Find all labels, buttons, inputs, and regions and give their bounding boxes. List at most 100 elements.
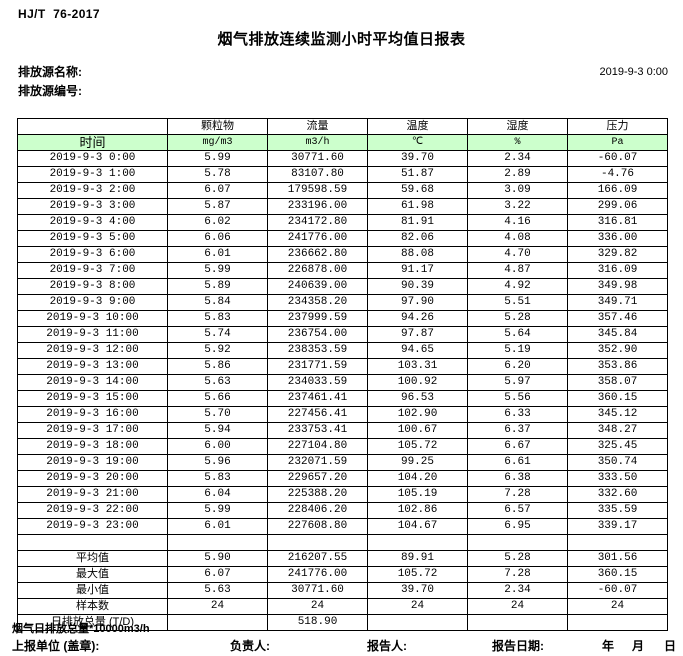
summary-cell-pm: 5.90 bbox=[167, 550, 268, 567]
spacer-cell bbox=[267, 534, 368, 551]
cell-humid: 4.87 bbox=[467, 262, 568, 279]
footer-note: 烟气日排放总量*10000m3/h bbox=[12, 623, 150, 635]
cell-press: 360.15 bbox=[567, 390, 668, 407]
cell-pm: 6.06 bbox=[167, 230, 268, 247]
standard-code: HJ/T 76-2017 bbox=[18, 7, 100, 21]
table-row: 2019-9-3 0:00 5.99 30771.60 39.70 2.34 -60.07 bbox=[17, 150, 668, 167]
cell-temp: 104.20 bbox=[367, 470, 468, 487]
table-row: 2019-9-3 4:00 6.02 234172.80 81.91 4.16 316.8… bbox=[17, 214, 668, 231]
cell-temp: 94.26 bbox=[367, 310, 468, 327]
summary-cell-press bbox=[567, 614, 668, 631]
cell-humid: 2.34 bbox=[467, 150, 568, 167]
cell-temp: 61.98 bbox=[367, 198, 468, 215]
summary-label: 平均值 bbox=[17, 550, 168, 567]
cell-time: 2019-9-3 9:00 bbox=[17, 294, 168, 311]
summary-cell-flow: 241776.00 bbox=[267, 566, 368, 583]
header-humidity: 湿度 bbox=[467, 118, 568, 135]
cell-flow: 231771.59 bbox=[267, 358, 368, 375]
unit-header-row: 时间 mg/m3 m3/h ℃ % Pa bbox=[17, 134, 668, 151]
cell-humid: 5.19 bbox=[467, 342, 568, 359]
cell-flow: 227456.41 bbox=[267, 406, 368, 423]
header-flow: 流量 bbox=[267, 118, 368, 135]
cell-time: 2019-9-3 14:00 bbox=[17, 374, 168, 391]
cell-press: 335.59 bbox=[567, 502, 668, 519]
cell-flow: 234172.80 bbox=[267, 214, 368, 231]
table-row: 2019-9-3 10:00 5.83 237999.59 94.26 5.28 357.… bbox=[17, 310, 668, 327]
table-row: 2019-9-3 12:00 5.92 238353.59 94.65 5.19 352.… bbox=[17, 342, 668, 359]
cell-pm: 5.86 bbox=[167, 358, 268, 375]
header-particulate: 颗粒物 bbox=[167, 118, 268, 135]
cell-temp: 91.17 bbox=[367, 262, 468, 279]
cell-flow: 179598.59 bbox=[267, 182, 368, 199]
cell-humid: 5.56 bbox=[467, 390, 568, 407]
summary-cell-pm: 6.07 bbox=[167, 566, 268, 583]
summary-cell-press: -60.07 bbox=[567, 582, 668, 599]
cell-flow: 229657.20 bbox=[267, 470, 368, 487]
cell-time: 2019-9-3 13:00 bbox=[17, 358, 168, 375]
summary-cell-flow: 216207.55 bbox=[267, 550, 368, 567]
footer-year-label: 年 bbox=[602, 639, 615, 653]
cell-pm: 6.07 bbox=[167, 182, 268, 199]
table-header: 颗粒物 流量 温度 湿度 压力 时间 mg/m3 m3/h ℃ % Pa bbox=[17, 118, 668, 151]
cell-temp: 97.87 bbox=[367, 326, 468, 343]
cell-time: 2019-9-3 6:00 bbox=[17, 246, 168, 263]
footer-head-label: 负责人: bbox=[230, 639, 270, 653]
summary-cell-temp bbox=[367, 614, 468, 631]
footer-day-label: 日 bbox=[664, 639, 677, 653]
unit-particulate: mg/m3 bbox=[167, 134, 268, 151]
cell-temp: 81.91 bbox=[367, 214, 468, 231]
cell-temp: 104.67 bbox=[367, 518, 468, 535]
summary-cell-humid: 7.28 bbox=[467, 566, 568, 583]
table-body: 2019-9-3 0:00 5.99 30771.60 39.70 2.34 -60.07… bbox=[17, 150, 668, 631]
cell-humid: 5.51 bbox=[467, 294, 568, 311]
cell-pm: 5.99 bbox=[167, 502, 268, 519]
cell-pm: 6.01 bbox=[167, 246, 268, 263]
cell-pm: 5.99 bbox=[167, 150, 268, 167]
table-row: 2019-9-3 7:00 5.99 226878.00 91.17 4.87 316.0… bbox=[17, 262, 668, 279]
cell-humid: 4.16 bbox=[467, 214, 568, 231]
cell-press: 332.60 bbox=[567, 486, 668, 503]
cell-pm: 5.92 bbox=[167, 342, 268, 359]
summary-cell-press: 301.56 bbox=[567, 550, 668, 567]
cell-time: 2019-9-3 2:00 bbox=[17, 182, 168, 199]
summary-cell-temp: 105.72 bbox=[367, 566, 468, 583]
cell-time: 2019-9-3 22:00 bbox=[17, 502, 168, 519]
table-row: 2019-9-3 13:00 5.86 231771.59 103.31 6.20 353… bbox=[17, 358, 668, 375]
summary-label: 日排放总量 (T/D) bbox=[17, 614, 168, 631]
cell-press: 339.17 bbox=[567, 518, 668, 535]
report-table: 颗粒物 流量 温度 湿度 压力 时间 mg/m3 m3/h ℃ % Pa 201… bbox=[17, 118, 668, 631]
cell-humid: 6.57 bbox=[467, 502, 568, 519]
summary-cell-pm: 24 bbox=[167, 598, 268, 615]
summary-cell-press: 360.15 bbox=[567, 566, 668, 583]
summary-cell-flow: 30771.60 bbox=[267, 582, 368, 599]
cell-time: 2019-9-3 3:00 bbox=[17, 198, 168, 215]
cell-time: 2019-9-3 12:00 bbox=[17, 342, 168, 359]
cell-flow: 83107.80 bbox=[267, 166, 368, 183]
summary-row: 样本数 24 24 24 24 24 bbox=[17, 598, 668, 615]
cell-humid: 6.95 bbox=[467, 518, 568, 535]
cell-temp: 51.87 bbox=[367, 166, 468, 183]
summary-row: 最大值 6.07 241776.00 105.72 7.28 360.15 bbox=[17, 566, 668, 583]
cell-press: 345.84 bbox=[567, 326, 668, 343]
param-header-row: 颗粒物 流量 温度 湿度 压力 bbox=[17, 118, 668, 135]
cell-pm: 5.70 bbox=[167, 406, 268, 423]
cell-time: 2019-9-3 10:00 bbox=[17, 310, 168, 327]
cell-pm: 6.00 bbox=[167, 438, 268, 455]
cell-time: 2019-9-3 17:00 bbox=[17, 422, 168, 439]
cell-time: 2019-9-3 1:00 bbox=[17, 166, 168, 183]
table-row: 2019-9-3 9:00 5.84 234358.20 97.90 5.51 349.7… bbox=[17, 294, 668, 311]
summary-label: 最大值 bbox=[17, 566, 168, 583]
summary-cell-flow: 518.90 bbox=[267, 614, 368, 631]
cell-flow: 232071.59 bbox=[267, 454, 368, 471]
cell-humid: 6.37 bbox=[467, 422, 568, 439]
unit-humidity: % bbox=[467, 134, 568, 151]
cell-flow: 227608.80 bbox=[267, 518, 368, 535]
table-row: 2019-9-3 22:00 5.99 228406.20 102.86 6.57 335… bbox=[17, 502, 668, 519]
cell-flow: 228406.20 bbox=[267, 502, 368, 519]
cell-press: 316.81 bbox=[567, 214, 668, 231]
summary-label: 样本数 bbox=[17, 598, 168, 615]
cell-temp: 96.53 bbox=[367, 390, 468, 407]
cell-time: 2019-9-3 20:00 bbox=[17, 470, 168, 487]
table-row: 2019-9-3 14:00 5.63 234033.59 100.92 5.97 358… bbox=[17, 374, 668, 391]
cell-temp: 97.90 bbox=[367, 294, 468, 311]
